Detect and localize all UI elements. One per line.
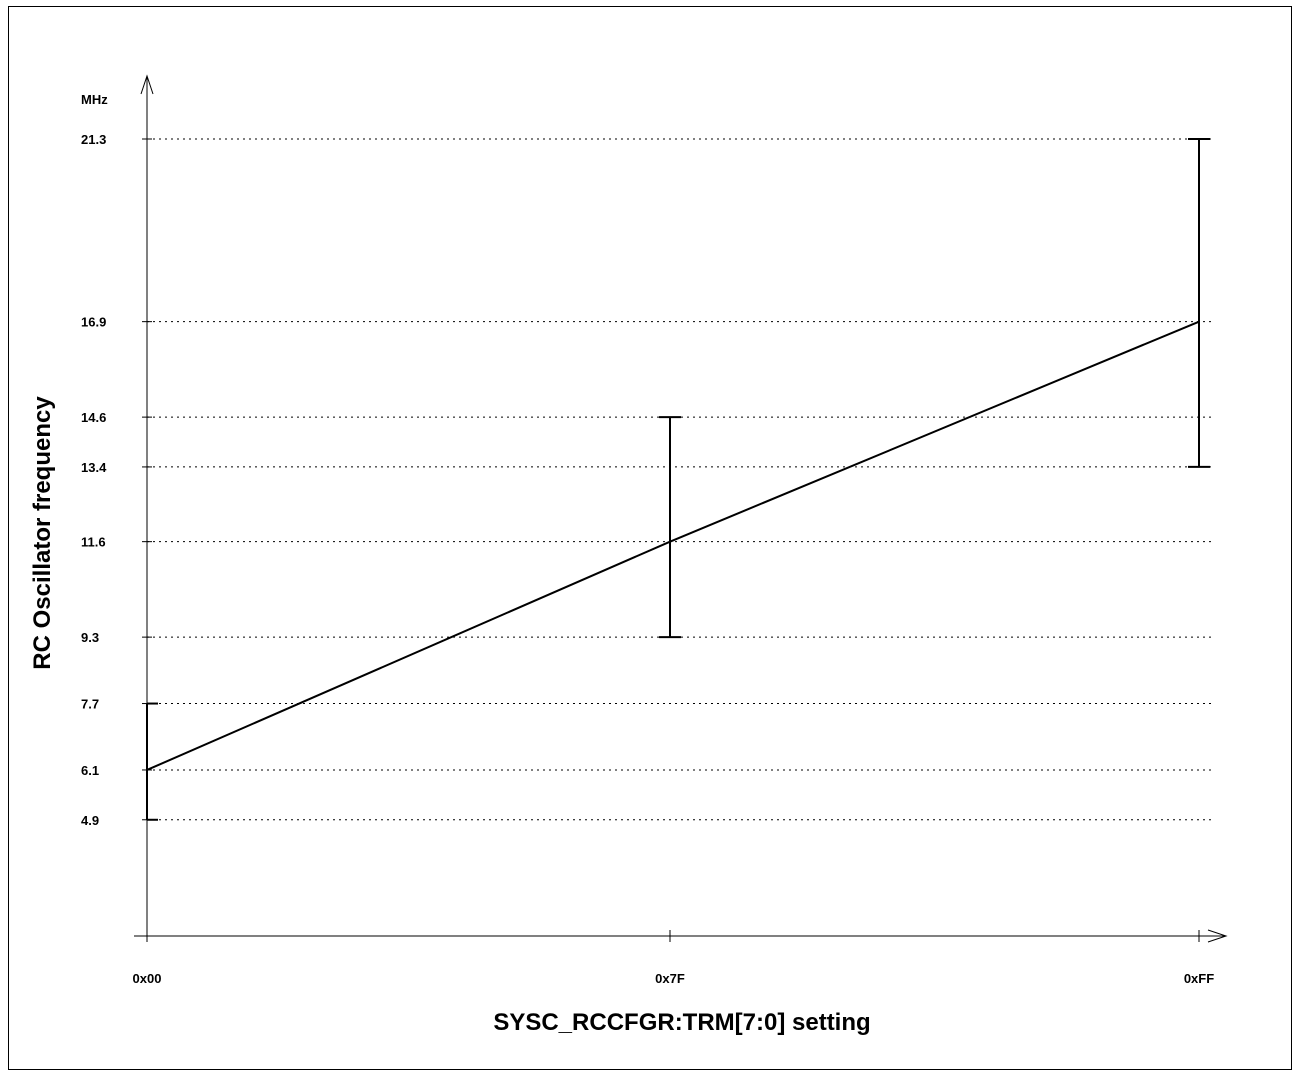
y-tick-label-0: 4.9: [81, 813, 99, 828]
grid-lines: [147, 138, 1212, 821]
y-tick-label-6: 14.6: [81, 410, 106, 425]
error-bars: [146, 138, 1210, 821]
x-tick-label-1: 0x7F: [655, 971, 685, 986]
y-tick-label-5: 13.4: [81, 460, 107, 475]
x-axis-title: SYSC_RCCFGR:TRM[7:0] setting: [493, 1009, 870, 1036]
chart-frame: [8, 6, 1292, 1070]
series-lines: [146, 320, 1200, 771]
y-tick-labels: 4.9 6.1 7.7 9.3 11.6 13.4 14.6 16.9 21.3: [81, 132, 152, 828]
x-tick-label-0: 0x00: [133, 971, 162, 986]
y-tick-label-2: 7.7: [81, 697, 99, 712]
series-line-typical: [146, 320, 1200, 771]
y-tick-label-7: 16.9: [81, 315, 106, 330]
y-axis-arrow: [140, 74, 154, 95]
y-axis-title: RC Oscillator frequency: [29, 396, 56, 670]
axes: [134, 74, 1228, 943]
y-tick-label-1: 6.1: [81, 763, 99, 778]
y-tick-label-8: 21.3: [81, 132, 106, 147]
x-axis-arrow: [1207, 929, 1228, 943]
y-tick-label-3: 9.3: [81, 630, 99, 645]
y-unit-label: MHz: [81, 92, 108, 107]
x-tick-labels: 0x00 0x7F 0xFF: [133, 930, 1214, 986]
x-tick-label-2: 0xFF: [1184, 971, 1214, 986]
y-tick-label-4: 11.6: [81, 535, 106, 550]
